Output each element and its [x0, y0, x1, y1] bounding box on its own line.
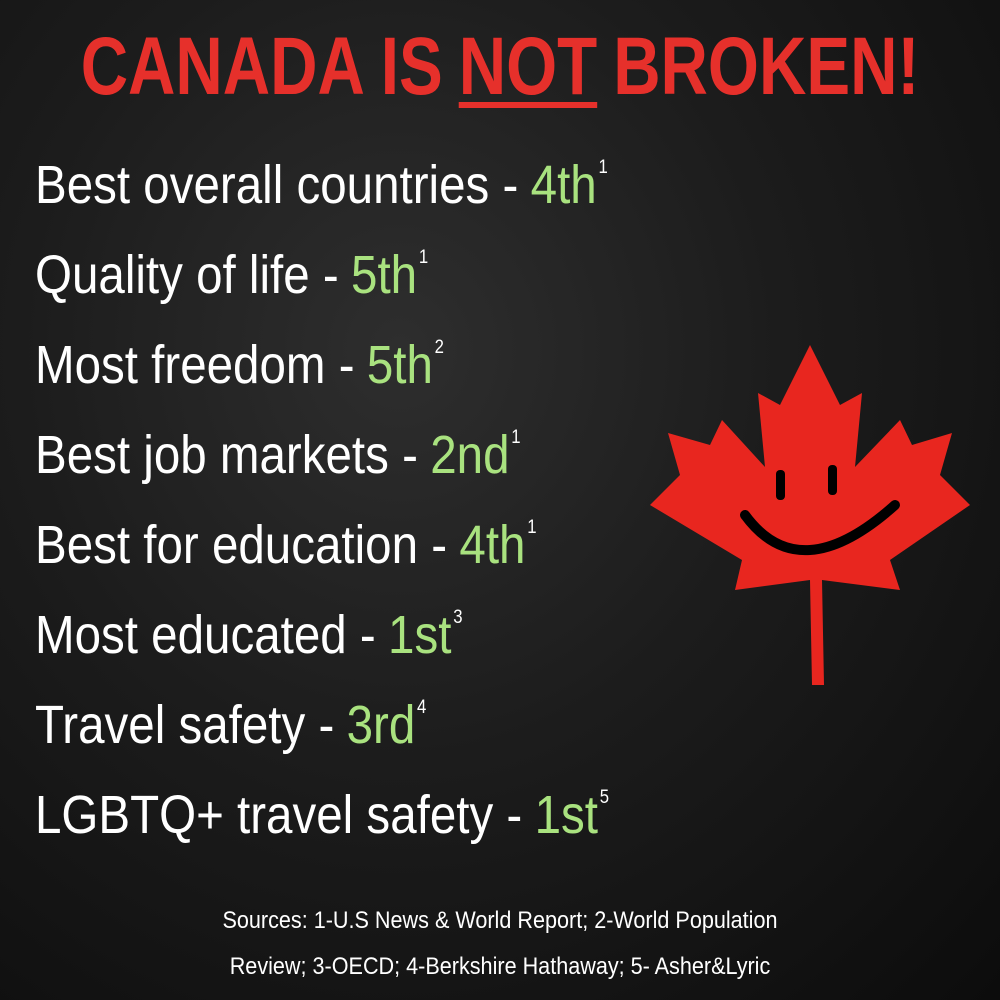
- ranking-list: Best overall countries -4th1 Quality of l…: [35, 140, 687, 860]
- item-rank: 2nd: [430, 425, 510, 485]
- ranking-item: Best job markets -2nd1: [35, 410, 609, 500]
- item-rank: 4th: [459, 515, 526, 575]
- item-rank: 1st: [388, 605, 452, 665]
- ranking-item: Best overall countries -4th1: [35, 140, 609, 230]
- item-source-ref: 1: [598, 157, 608, 178]
- ranking-item: LGBTQ+ travel safety -1st5: [35, 770, 609, 860]
- item-rank: 3rd: [346, 695, 416, 755]
- item-source-ref: 1: [418, 247, 429, 268]
- item-label: Best overall countries -: [35, 155, 519, 215]
- title-part: BROKEN!: [613, 21, 920, 112]
- item-label: Best for education -: [35, 515, 448, 575]
- item-source-ref: 1: [527, 517, 537, 538]
- item-rank: 5th: [351, 245, 418, 305]
- item-label: Most educated -: [35, 605, 376, 665]
- sources-line: Review; 3-OECD; 4-Berkshire Hathaway; 5-…: [229, 953, 771, 980]
- item-source-ref: 5: [599, 787, 610, 808]
- sources-line: Sources: 1-U.S News & World Report; 2-Wo…: [222, 907, 778, 934]
- item-source-ref: 2: [434, 337, 444, 358]
- item-label: LGBTQ+ travel safety -: [35, 785, 523, 845]
- item-label: Best job markets -: [35, 425, 418, 485]
- ranking-item: Most educated -1st3: [35, 590, 609, 680]
- title-emphasis: NOT: [458, 21, 598, 112]
- title: CANADA IS NOT BROKEN!: [73, 22, 928, 112]
- item-rank: 5th: [366, 335, 433, 395]
- item-source-ref: 1: [511, 427, 521, 448]
- item-label: Quality of life -: [35, 245, 339, 305]
- ranking-item: Best for education -4th1: [35, 500, 609, 590]
- item-source-ref: 4: [417, 697, 427, 718]
- ranking-item: Quality of life -5th1: [35, 230, 609, 320]
- item-source-ref: 3: [453, 607, 463, 628]
- item-rank: 4th: [530, 155, 597, 215]
- item-label: Most freedom -: [35, 335, 355, 395]
- maple-leaf-smiley: [650, 345, 970, 685]
- item-label: Travel safety -: [35, 695, 335, 755]
- sources: Sources: 1-U.S News & World Report; 2-Wo…: [0, 898, 1000, 990]
- item-rank: 1st: [534, 785, 598, 845]
- title-part: CANADA IS: [80, 21, 443, 112]
- ranking-item: Travel safety -3rd4: [35, 680, 609, 770]
- ranking-item: Most freedom -5th2: [35, 320, 609, 410]
